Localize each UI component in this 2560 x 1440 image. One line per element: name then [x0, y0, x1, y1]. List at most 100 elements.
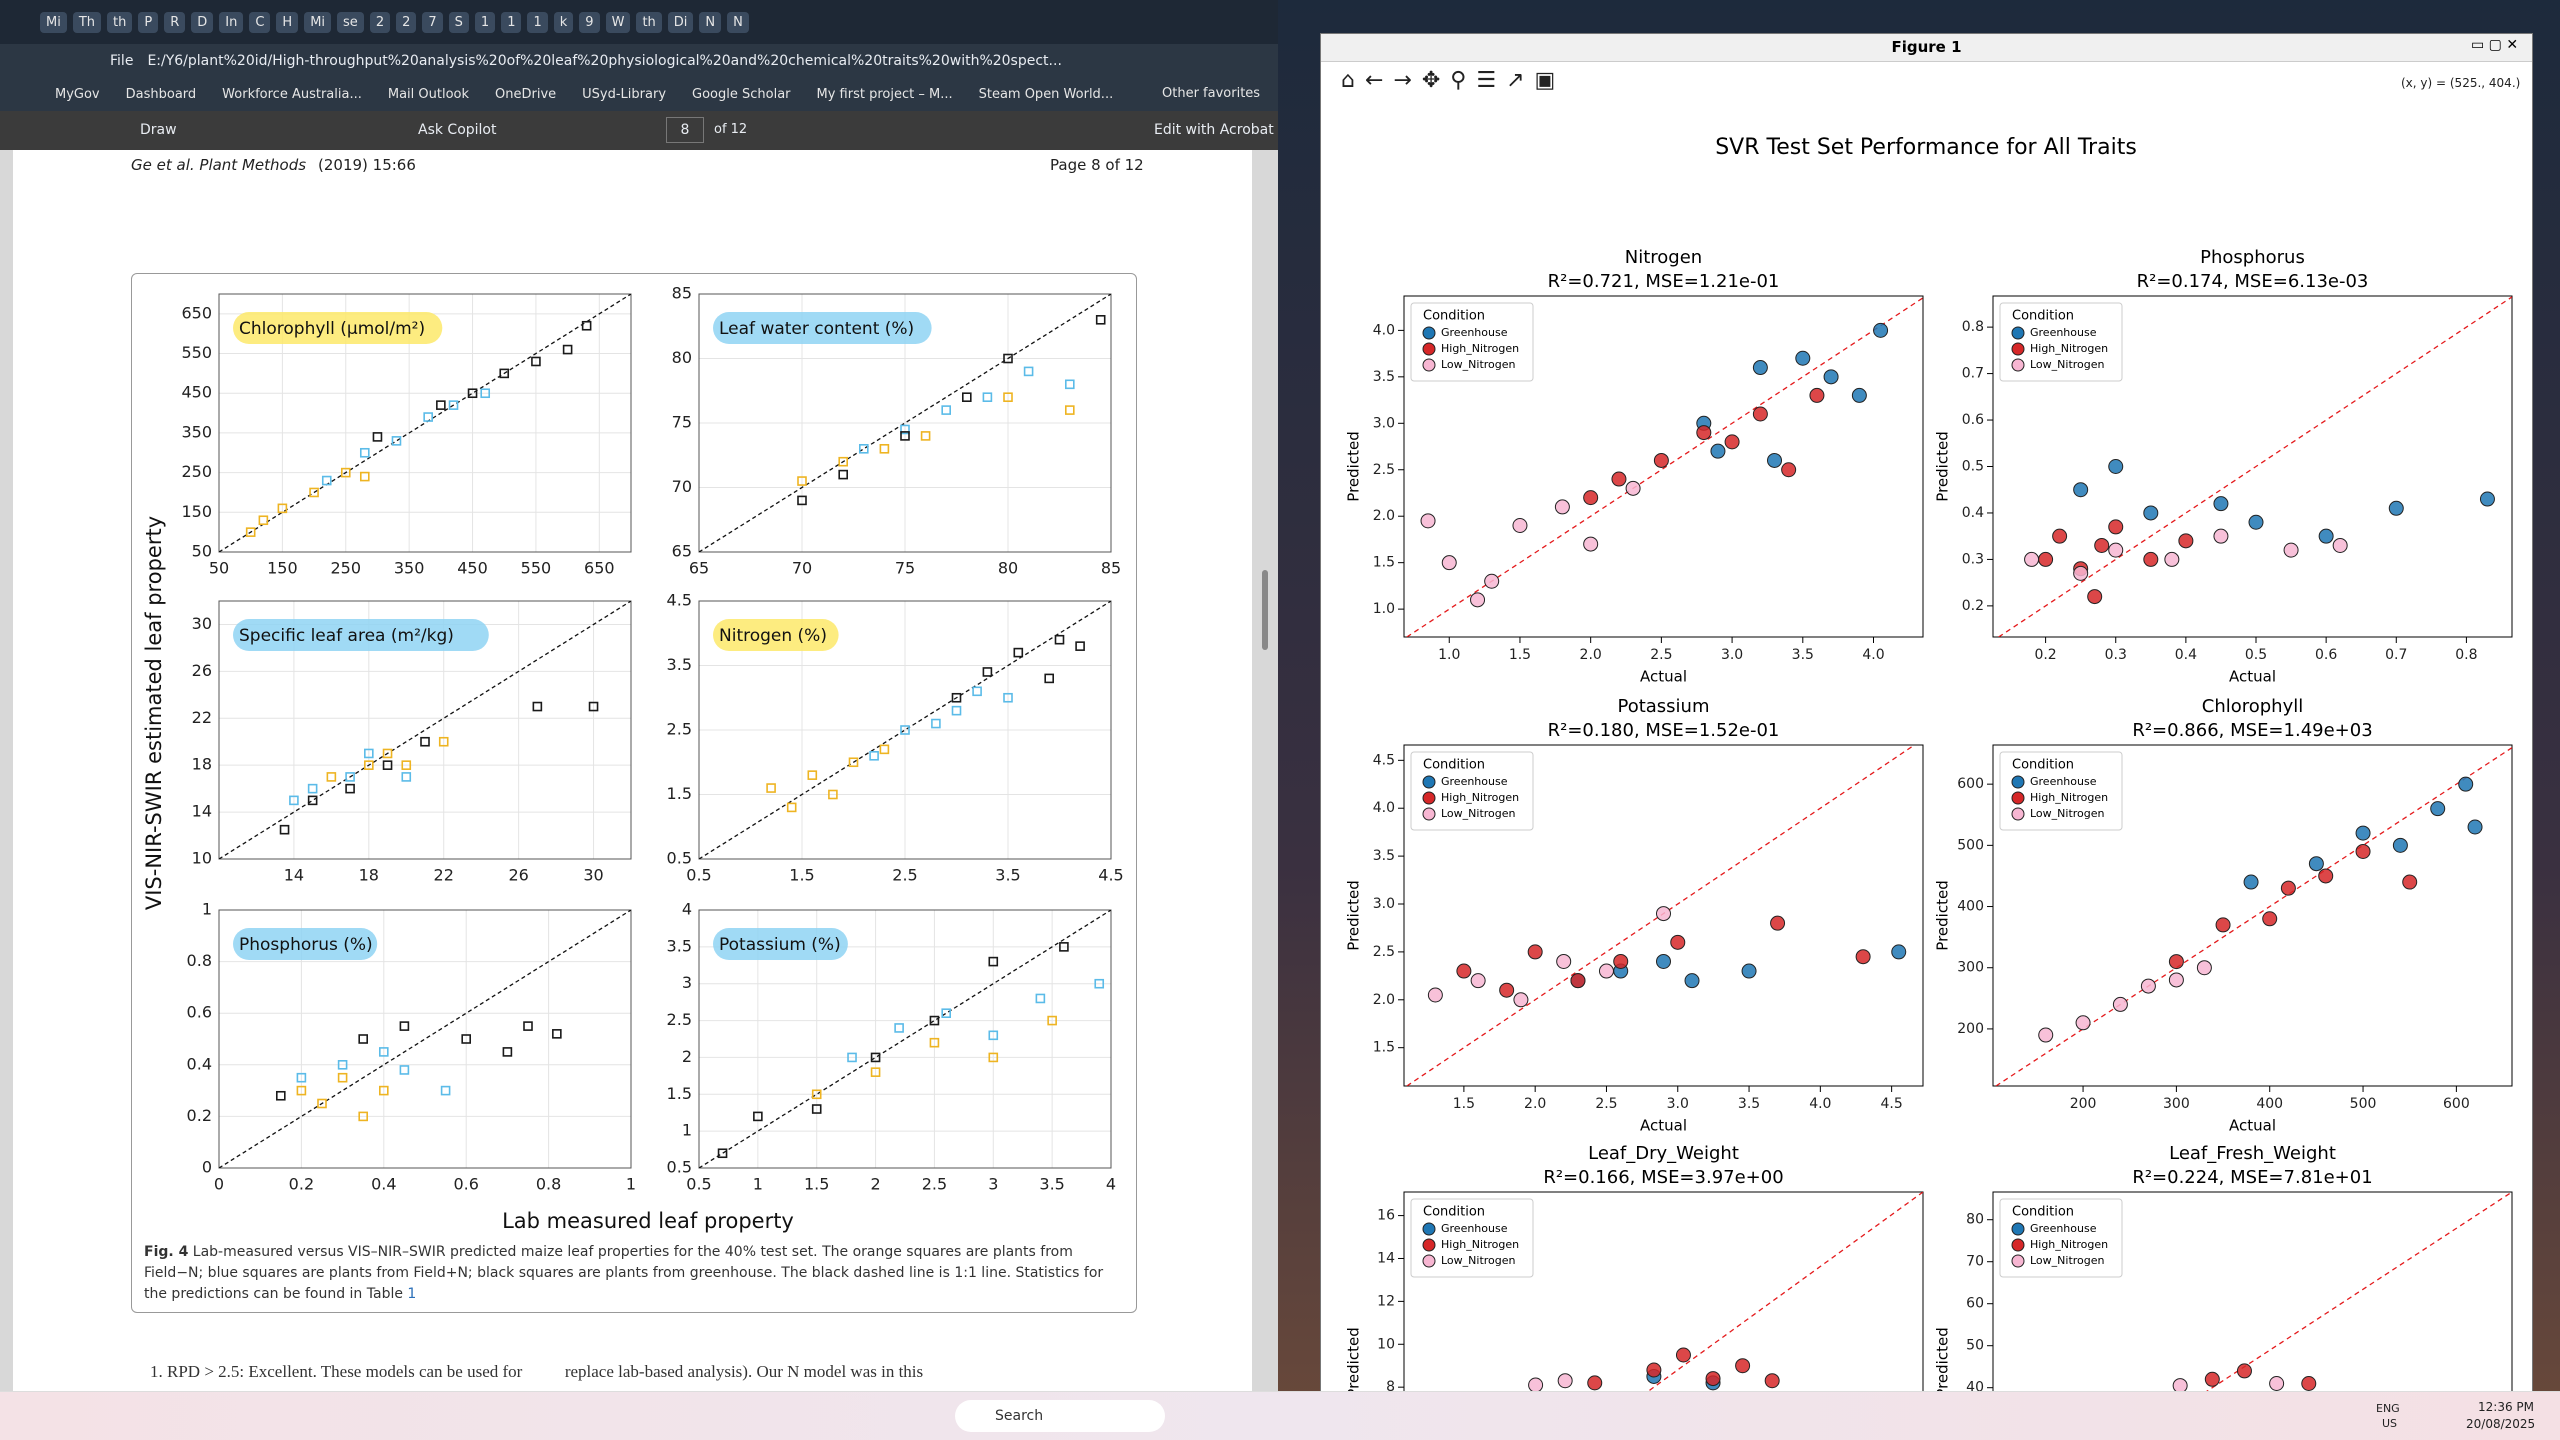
point: [531, 356, 541, 367]
tab[interactable]: N: [727, 11, 749, 33]
point: [2392, 837, 2408, 853]
tab[interactable]: 1: [527, 11, 548, 33]
point: [1656, 953, 1671, 969]
x-tick-label: 0: [214, 1175, 224, 1194]
caption-link[interactable]: 1: [407, 1286, 417, 1302]
y-tick-label: 0.7: [1962, 366, 1984, 382]
legend-label: High_Nitrogen: [2030, 342, 2108, 355]
tab[interactable]: P: [138, 11, 159, 33]
page-input[interactable]: 8: [666, 117, 704, 143]
url[interactable]: E:/Y6/plant%20id/High-throughput%20analy…: [147, 52, 1062, 69]
tab[interactable]: In: [219, 11, 244, 33]
x-tick-label: 14: [284, 866, 304, 885]
y-tick-label: 4: [682, 900, 692, 919]
bookmark[interactable]: OneDrive: [495, 86, 557, 102]
x-tick-label: 400: [2256, 1096, 2283, 1112]
x-tick-label: 50: [209, 559, 229, 578]
legend-label: High_Nitrogen: [1441, 342, 1519, 355]
x-tick-label: 0.7: [2385, 647, 2407, 663]
point: [321, 475, 332, 486]
search-box[interactable]: Search: [955, 1400, 1165, 1432]
other-favorites[interactable]: Other favorites: [1162, 86, 1261, 101]
tab[interactable]: H: [276, 11, 299, 33]
tab[interactable]: 2: [396, 11, 417, 33]
y-tick-label: 26: [192, 661, 212, 680]
bookmark[interactable]: Mail Outlook: [387, 86, 470, 102]
bookmark[interactable]: Workforce Australia...: [222, 86, 362, 102]
legend-marker: [2011, 775, 2025, 789]
tab[interactable]: R: [164, 11, 186, 33]
tab[interactable]: Mi: [40, 11, 67, 33]
point: [2140, 978, 2156, 994]
bookmark[interactable]: My first project – M...: [816, 86, 953, 102]
draw-button[interactable]: Draw: [140, 122, 177, 138]
scrollbar[interactable]: [1262, 570, 1268, 650]
point: [1065, 405, 1075, 415]
y-tick-label: 4.5: [667, 591, 692, 610]
tab[interactable]: th: [636, 11, 662, 33]
x-tick-label: 2.0: [1524, 1096, 1546, 1112]
tab[interactable]: th: [107, 11, 133, 33]
y-tick-label: 4.5: [1373, 752, 1395, 768]
bookmark[interactable]: Google Scholar: [692, 86, 791, 102]
point: [1499, 982, 1515, 998]
legend-marker: [2011, 342, 2025, 356]
point: [2038, 1027, 2054, 1043]
figure-frame: [131, 273, 1137, 1313]
region[interactable]: US: [2382, 1417, 2398, 1430]
copilot-button[interactable]: Ask Copilot: [418, 122, 497, 138]
tab[interactable]: 1: [474, 11, 496, 33]
y-tick-label: 2.5: [1373, 944, 1395, 960]
y-axis-label: Predicted: [1934, 1327, 1952, 1397]
tab[interactable]: Mi: [304, 11, 332, 33]
mpl-toolbar[interactable]: ⌂←→✥⚲☰↗▣: [1341, 68, 1566, 93]
point: [359, 447, 370, 458]
tab[interactable]: Th: [72, 11, 102, 33]
x-tick-label: 200: [2070, 1096, 2097, 1112]
x-tick-label: 2.0: [1580, 647, 1602, 663]
panel-subtitle: R²=0.180, MSE=1.52e-01: [1548, 720, 1780, 741]
tab[interactable]: k: [553, 11, 574, 33]
tab[interactable]: 2: [369, 11, 391, 33]
point: [1044, 673, 1054, 684]
acrobat-button[interactable]: Edit with Acrobat: [1154, 122, 1274, 138]
window-controls[interactable]: ▭ ▢ ✕: [2471, 37, 2519, 53]
tab[interactable]: 7: [422, 11, 443, 33]
tab[interactable]: C: [249, 11, 271, 33]
language[interactable]: ENG: [2376, 1402, 2400, 1415]
tab[interactable]: Di: [667, 11, 694, 33]
point: [1583, 536, 1599, 552]
point: [2402, 874, 2418, 890]
window-title: Figure 1: [1321, 34, 2532, 62]
clock-date[interactable]: 20/08/2025: [2466, 1417, 2536, 1431]
tab[interactable]: 9: [579, 11, 600, 33]
x-tick-label: 0.2: [2034, 647, 2056, 663]
bookmark[interactable]: USyd-Library: [582, 86, 667, 102]
legend-label: Low_Nitrogen: [2030, 1254, 2105, 1267]
tab[interactable]: D: [191, 11, 214, 33]
clock-time[interactable]: 12:36 PM: [2478, 1400, 2534, 1414]
point: [1696, 425, 1712, 441]
y-tick-label: 150: [181, 502, 212, 521]
point: [1065, 379, 1075, 390]
tab[interactable]: W: [605, 11, 631, 33]
point: [378, 1085, 389, 1096]
tab[interactable]: N: [699, 11, 722, 33]
point: [941, 1008, 952, 1019]
legend-box: [1410, 1198, 1534, 1278]
x-tick-label: 4: [1106, 1175, 1116, 1194]
x-tick-label: 350: [394, 559, 425, 578]
bookmark[interactable]: MyGov: [55, 86, 100, 102]
point: [401, 772, 412, 782]
point: [961, 392, 972, 403]
tab[interactable]: se: [337, 11, 364, 33]
y-axis-label: Predicted: [1934, 880, 1952, 950]
point: [382, 760, 393, 770]
bookmark[interactable]: Steam Open World...: [978, 86, 1114, 102]
tab[interactable]: 1: [501, 11, 522, 33]
bookmark[interactable]: Dashboard: [125, 86, 197, 102]
tab[interactable]: S: [448, 11, 469, 33]
x-tick-label: 3.0: [1721, 647, 1743, 663]
